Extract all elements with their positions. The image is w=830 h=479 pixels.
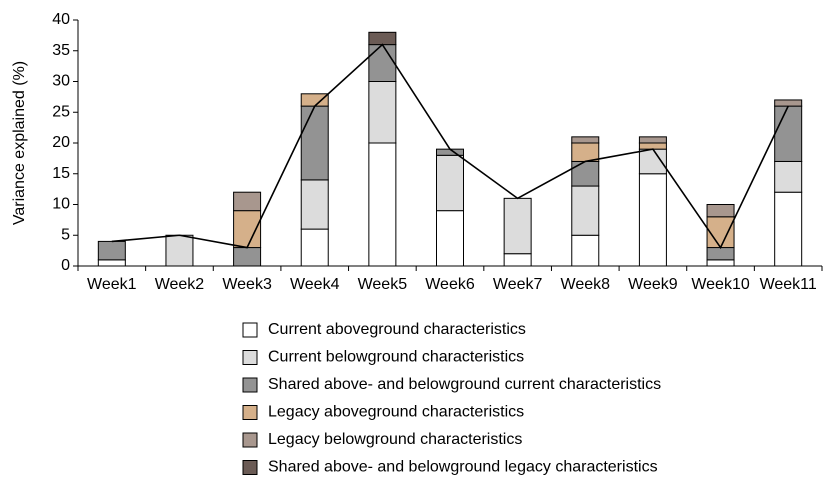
bar-segment bbox=[503, 197, 532, 255]
x-tick-label: Week7 bbox=[493, 276, 543, 293]
legend-swatch bbox=[242, 405, 258, 420]
legend-label: Current belowground characteristics bbox=[268, 349, 524, 366]
bar-segment bbox=[233, 247, 262, 267]
y-tick-label: 20 bbox=[52, 134, 70, 151]
bar-segment bbox=[571, 234, 600, 267]
bar-segment bbox=[571, 142, 600, 162]
x-tick-label: Week3 bbox=[222, 276, 272, 293]
bar-segment bbox=[774, 160, 803, 193]
legend-label: Shared above- and belowground current ch… bbox=[268, 376, 661, 393]
bar-segment bbox=[774, 99, 803, 107]
legend-label: Shared above- and belowground legacy cha… bbox=[268, 459, 658, 476]
y-tick-label: 25 bbox=[52, 103, 70, 120]
bar-segment bbox=[165, 234, 194, 267]
bar-segment bbox=[571, 136, 600, 144]
x-tick-label: Week1 bbox=[87, 276, 137, 293]
bar-segment bbox=[706, 204, 735, 218]
bar-segment bbox=[300, 228, 329, 267]
bar-segment bbox=[638, 136, 667, 144]
bar-segment bbox=[97, 259, 126, 267]
y-tick-label: 40 bbox=[52, 11, 70, 28]
bar-segment bbox=[706, 216, 735, 249]
y-tick-label: 0 bbox=[61, 257, 70, 274]
y-tick-label: 5 bbox=[61, 226, 70, 243]
bar-segment bbox=[571, 160, 600, 187]
y-tick-label: 15 bbox=[52, 165, 70, 182]
bar-segment bbox=[774, 105, 803, 162]
x-tick-label: Week11 bbox=[760, 276, 817, 293]
legend-label: Legacy belowground characteristics bbox=[268, 431, 522, 448]
bar-segment bbox=[368, 142, 397, 267]
bar-segment bbox=[706, 259, 735, 267]
bar-segment bbox=[638, 142, 667, 150]
x-tick-label: Week2 bbox=[155, 276, 205, 293]
legend-label: Current aboveground characteristics bbox=[268, 321, 526, 338]
legend-swatch bbox=[242, 322, 258, 338]
bar-segment bbox=[503, 253, 532, 267]
bar-segment bbox=[233, 191, 262, 212]
bar-segment bbox=[638, 173, 667, 267]
bar-segment bbox=[368, 31, 397, 46]
bar-segment bbox=[368, 81, 397, 144]
legend-swatch bbox=[242, 432, 258, 448]
bar-segment bbox=[368, 44, 397, 82]
bar-segment bbox=[571, 185, 600, 236]
legend-swatch bbox=[242, 460, 258, 475]
y-tick-label: 30 bbox=[52, 73, 70, 90]
bar-segment bbox=[300, 179, 329, 230]
bar-segment bbox=[97, 240, 126, 261]
y-tick-label: 10 bbox=[52, 196, 70, 213]
x-tick-label: Week5 bbox=[358, 276, 408, 293]
y-tick-label: 35 bbox=[52, 42, 70, 59]
bar-segment bbox=[638, 148, 667, 175]
x-tick-label: Week8 bbox=[561, 276, 611, 293]
legend-swatch bbox=[242, 377, 258, 393]
legend-label: Legacy aboveground characteristics bbox=[268, 404, 524, 421]
bar-segment bbox=[300, 93, 329, 107]
bar-segment bbox=[774, 191, 803, 267]
legend-swatch bbox=[242, 350, 258, 365]
bar-segment bbox=[706, 247, 735, 261]
bar-segment bbox=[300, 105, 329, 181]
x-tick-label: Week10 bbox=[691, 276, 750, 293]
bar-segment bbox=[436, 154, 464, 212]
x-tick-label: Week9 bbox=[628, 276, 678, 293]
y-axis-label: Variance explained (%) bbox=[11, 61, 28, 225]
bar-segment bbox=[436, 210, 464, 267]
x-tick-label: Week4 bbox=[290, 276, 340, 293]
x-tick-label: Week6 bbox=[425, 276, 475, 293]
line bbox=[111, 43, 789, 250]
